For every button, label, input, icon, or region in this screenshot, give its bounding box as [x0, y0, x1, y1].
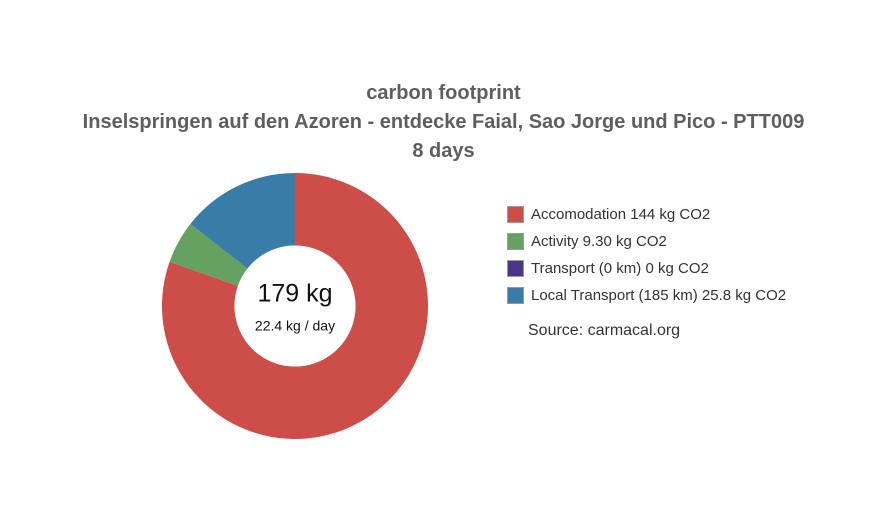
- chart-subtitle: Inselspringen auf den Azoren - entdecke …: [82, 111, 805, 133]
- legend-item-local-transport: Local Transport (185 km) 25.8 kg CO2: [507, 287, 786, 304]
- source-note: Source: carmacal.org: [528, 322, 681, 339]
- donut-segment-local-transport: [190, 173, 295, 269]
- donut-segment-accomodation: [162, 173, 428, 439]
- chart-duration: 8 days: [412, 140, 475, 162]
- legend-item-accomodation: Accomodation 144 kg CO2: [507, 206, 786, 223]
- chart-title: carbon footprint: [366, 82, 521, 104]
- donut-per-day-label: 22.4 kg / day: [254, 317, 336, 333]
- title-block: carbon footprint Inselspringen auf den A…: [0, 79, 887, 166]
- legend-item-activity: Activity 9.30 kg CO2: [507, 233, 786, 250]
- legend: Accomodation 144 kg CO2 Activity 9.30 kg…: [507, 206, 786, 314]
- legend-swatch-activity: [507, 233, 524, 250]
- donut-total-label: 179 kg: [257, 279, 333, 307]
- donut-segment-activity: [169, 223, 248, 286]
- legend-label-accomodation: Accomodation 144 kg CO2: [531, 206, 711, 223]
- donut-chart: 179 kg 22.4 kg / day: [162, 173, 428, 439]
- legend-swatch-transport: [507, 260, 524, 277]
- legend-swatch-accomodation: [507, 206, 524, 223]
- legend-label-transport: Transport (0 km) 0 kg CO2: [531, 260, 709, 277]
- donut-center: 179 kg 22.4 kg / day: [234, 245, 356, 367]
- donut-svg: [162, 173, 428, 439]
- legend-swatch-local-transport: [507, 287, 524, 304]
- legend-item-transport: Transport (0 km) 0 kg CO2: [507, 260, 786, 277]
- legend-label-activity: Activity 9.30 kg CO2: [531, 233, 667, 250]
- legend-label-local-transport: Local Transport (185 km) 25.8 kg CO2: [531, 287, 787, 304]
